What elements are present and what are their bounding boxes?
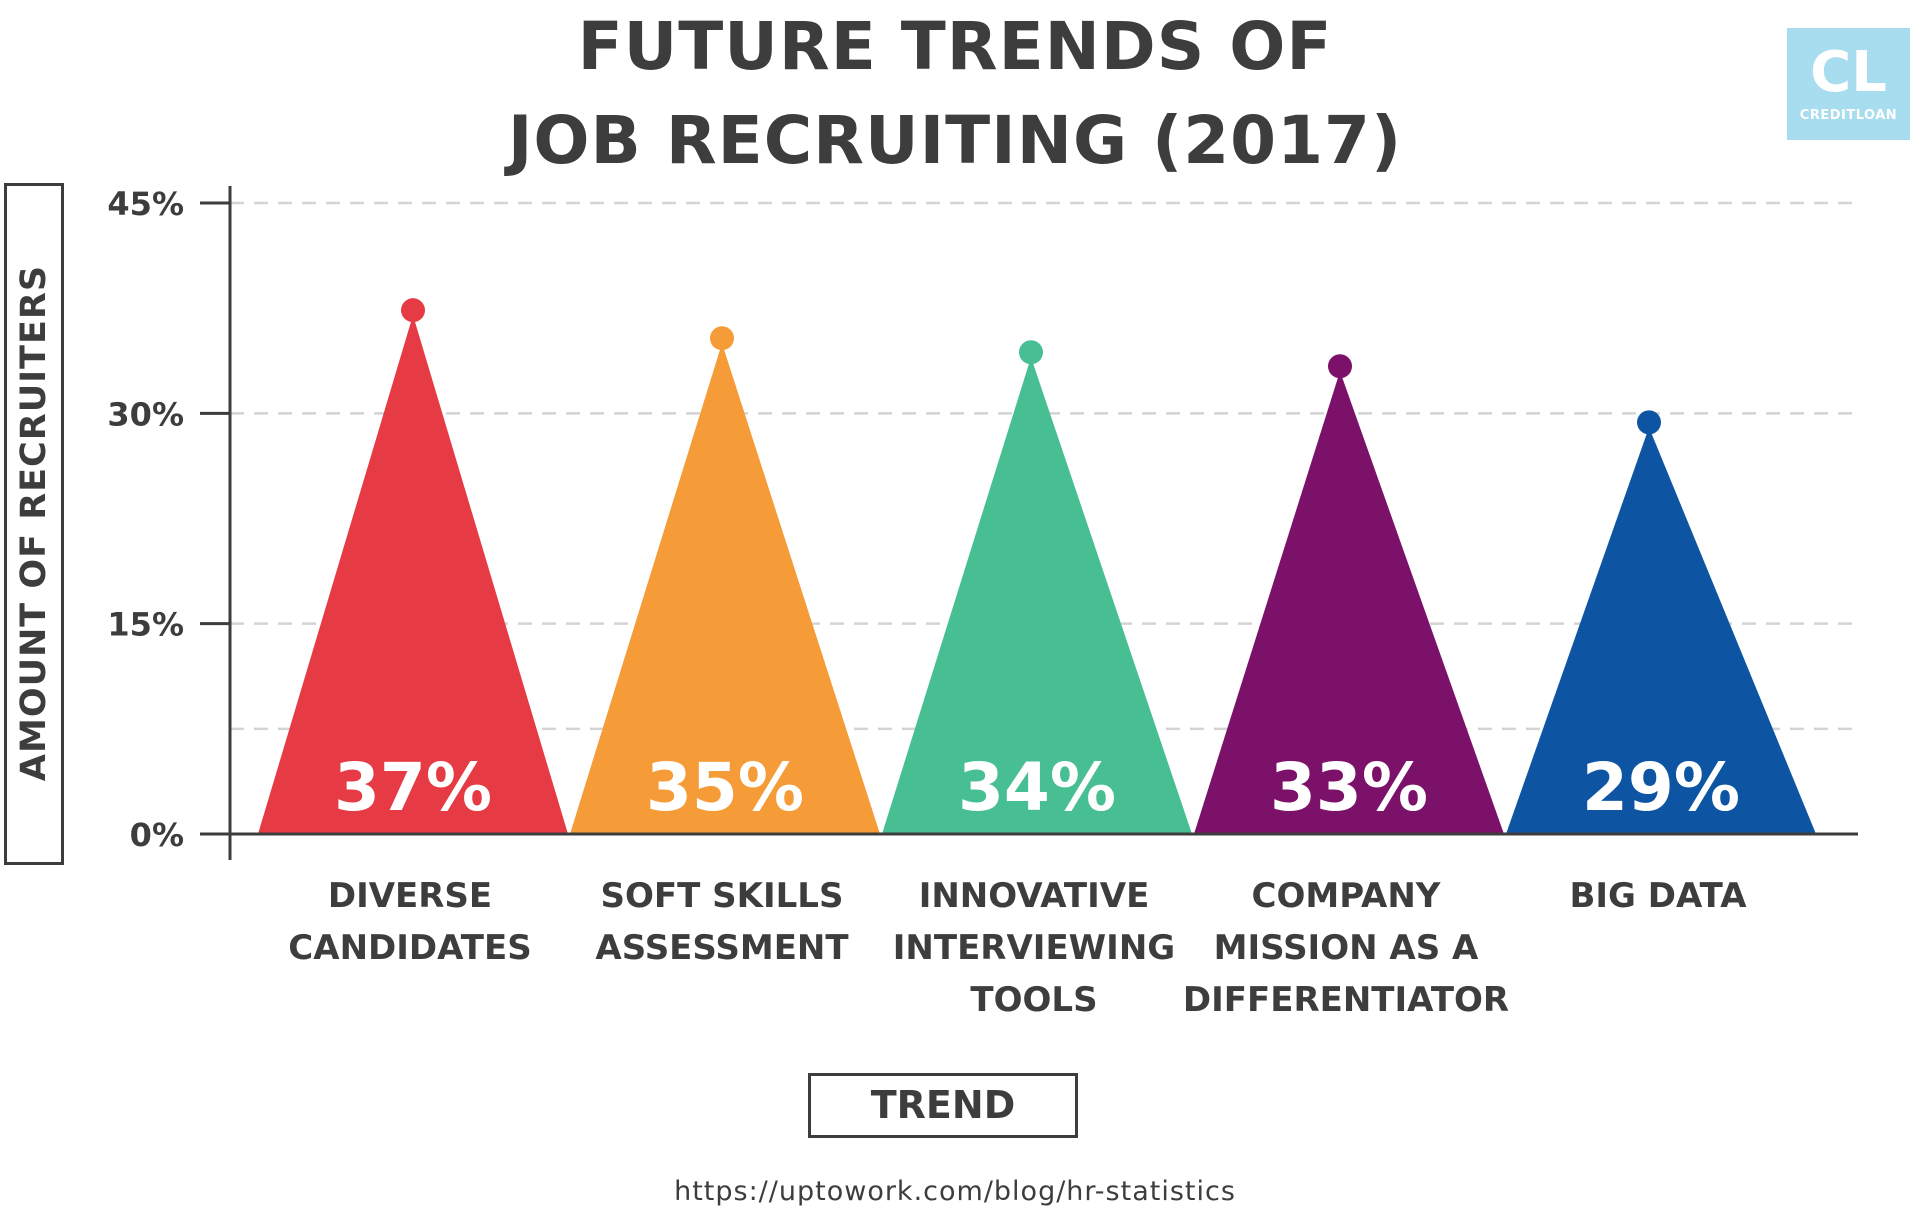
trend-bar	[258, 315, 568, 835]
category-label: CANDIDATES	[288, 928, 531, 968]
category-label: ASSESSMENT	[595, 928, 849, 968]
value-label: 37%	[334, 749, 492, 826]
category-label: INTERVIEWING	[893, 928, 1175, 968]
trend-bar-marker	[1019, 340, 1043, 365]
trend-bar	[1194, 371, 1504, 834]
trend-bar-marker	[710, 326, 734, 351]
creditloan-logo: CL CREDITLOAN	[1787, 28, 1910, 140]
trend-bar-marker	[1637, 410, 1661, 435]
y-tick-label: 15%	[107, 606, 184, 644]
source-url: https://uptowork.com/blog/hr-statistics	[674, 1176, 1236, 1207]
y-tick-label: 45%	[107, 185, 184, 223]
category-label: BIG DATA	[1569, 876, 1747, 916]
category-label: TOOLS	[970, 980, 1097, 1020]
trend-bar-marker	[1328, 354, 1352, 379]
category-label: DIVERSE	[328, 876, 492, 916]
trend-bar-marker	[401, 298, 425, 323]
category-label: MISSION AS A	[1214, 928, 1479, 968]
y-axis-label-box	[4, 183, 64, 865]
category-label: COMPANY	[1252, 876, 1441, 916]
trend-bar	[882, 357, 1192, 834]
value-label: 33%	[1270, 749, 1428, 826]
chart-title: FUTURE TRENDS OF JOB RECRUITING (2017)	[380, 0, 1530, 188]
x-axis-label: TREND	[808, 1073, 1078, 1138]
logo-wordmark: CREDITLOAN	[1799, 108, 1898, 123]
category-label: SOFT SKILLS	[601, 876, 844, 916]
value-label: 34%	[958, 749, 1116, 826]
value-label: 35%	[646, 749, 804, 826]
chart-title-line-2: JOB RECRUITING (2017)	[507, 102, 1403, 179]
trend-bar	[1506, 427, 1816, 834]
y-tick-label: 30%	[107, 395, 184, 433]
chart-title-line-1: FUTURE TRENDS OF	[577, 8, 1333, 85]
value-label: 29%	[1582, 749, 1740, 826]
category-label: DIFFERENTIATOR	[1183, 980, 1509, 1020]
category-label: INNOVATIVE	[919, 876, 1150, 916]
y-tick-label: 0%	[130, 816, 184, 854]
logo-mark: CL	[1810, 40, 1887, 105]
trend-bar	[570, 343, 880, 834]
